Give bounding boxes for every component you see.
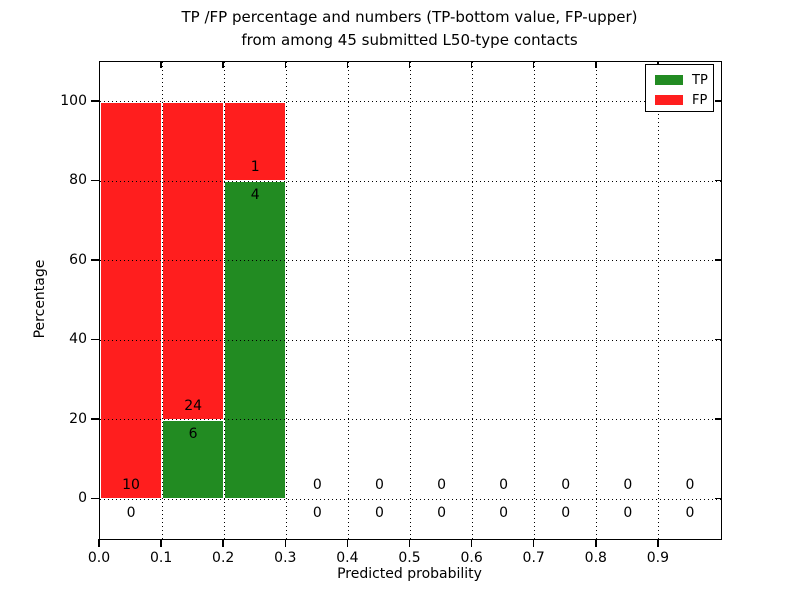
annotation-tp-count-bin4: 0 xyxy=(374,505,384,522)
y-tick-label-40: 40 xyxy=(69,331,87,348)
y-axis-label: Percentage xyxy=(32,259,48,339)
annotation-fp-count-bin3: 0 xyxy=(312,477,322,494)
x-tick-label-0.2: 0.2 xyxy=(212,550,235,566)
x-tick-top-0.6 xyxy=(470,62,473,68)
y-tick-right-100 xyxy=(715,100,721,102)
chart-title: TP /FP percentage and numbers (TP-bottom… xyxy=(99,6,720,52)
y-tick-label-20: 20 xyxy=(69,410,87,427)
gridline-x-0.6 xyxy=(472,62,474,539)
gridline-x-0.9 xyxy=(658,62,660,539)
y-tick-right-40 xyxy=(715,338,721,340)
annotation-fp-count-bin2: 1 xyxy=(250,159,260,176)
gridline-x-0.8 xyxy=(596,62,598,539)
gridline-x-0.5 xyxy=(410,62,411,539)
x-tick-0.5 xyxy=(408,539,411,547)
x-tick-top-0.7 xyxy=(532,62,535,68)
x-tick-label-0.9: 0.9 xyxy=(646,550,670,566)
y-tick-label-0: 0 xyxy=(78,490,87,507)
x-tick-label-0.6: 0.6 xyxy=(460,550,483,566)
x-tick-top-0.2 xyxy=(222,62,224,68)
legend-entry-fp: FP xyxy=(655,91,708,109)
legend-swatch-fp-icon xyxy=(655,95,683,105)
annotation-tp-count-bin7: 0 xyxy=(561,505,571,522)
annotation-tp-count-bin9: 0 xyxy=(685,505,695,522)
x-tick-0.6 xyxy=(470,539,473,547)
x-axis-label: Predicted probability xyxy=(337,566,482,582)
legend-label-tp: TP xyxy=(692,72,708,88)
x-tick-label-0.7: 0.7 xyxy=(522,550,545,566)
annotation-fp-count-bin5: 0 xyxy=(437,477,447,494)
x-tick-label-0.5: 0.5 xyxy=(398,550,421,566)
x-tick-label-0.3: 0.3 xyxy=(274,550,297,566)
x-tick-top-0.1 xyxy=(160,62,162,68)
annotation-tp-count-bin8: 0 xyxy=(623,505,633,522)
annotation-fp-count-bin7: 0 xyxy=(561,477,571,494)
legend-entry-tp: TP xyxy=(655,71,708,89)
annotation-fp-count-bin0: 10 xyxy=(122,477,140,494)
gridline-x-0.3 xyxy=(285,62,287,539)
y-tick-60 xyxy=(91,259,99,261)
y-tick-100 xyxy=(91,100,99,102)
y-tick-right-20 xyxy=(715,418,721,420)
annotation-tp-count-bin5: 0 xyxy=(437,505,447,522)
x-tick-label-0.0: 0.0 xyxy=(87,550,111,566)
annotation-fp-count-bin8: 0 xyxy=(623,477,633,494)
annotation-tp-count-bin3: 0 xyxy=(312,505,322,522)
y-tick-right-0 xyxy=(715,497,721,499)
annotation-tp-count-bin2: 4 xyxy=(250,187,260,204)
annotation-fp-count-bin9: 0 xyxy=(685,477,695,494)
annotation-tp-count-bin0: 0 xyxy=(126,505,136,522)
x-tick-0.3 xyxy=(284,539,287,547)
x-tick-label-0.4: 0.4 xyxy=(336,550,359,566)
x-tick-top-0.3 xyxy=(284,62,287,68)
plot-area: 10 0 24 6 1 4 0 0 0 0 0 0 0 0 0 0 0 0 0 0 xyxy=(99,61,722,540)
legend-label-fp: FP xyxy=(692,92,708,108)
x-tick-top-0.5 xyxy=(408,62,411,68)
y-tick-label-60: 60 xyxy=(69,251,87,268)
x-tick-0.1 xyxy=(160,539,162,547)
x-tick-label-0.1: 0.1 xyxy=(149,550,173,566)
x-tick-0.2 xyxy=(222,539,224,547)
x-tick-top-0.8 xyxy=(595,62,597,68)
x-tick-0.7 xyxy=(532,539,535,547)
x-tick-label-0.8: 0.8 xyxy=(584,550,607,566)
gridline-x-0.2 xyxy=(223,62,225,539)
y-tick-80 xyxy=(91,179,99,181)
x-tick-0.0 xyxy=(98,539,100,547)
gridline-x-0.7 xyxy=(534,62,536,539)
legend-swatch-tp-icon xyxy=(655,75,683,85)
annotation-fp-count-bin6: 0 xyxy=(499,477,509,494)
y-tick-40 xyxy=(91,338,99,340)
legend: TP FP xyxy=(645,64,714,112)
annotation-fp-count-bin4: 0 xyxy=(374,477,384,494)
gridline-x-0.1 xyxy=(161,62,163,539)
y-tick-right-80 xyxy=(715,179,721,181)
y-tick-right-60 xyxy=(715,259,721,261)
gridline-x-0.4 xyxy=(347,62,349,539)
y-tick-label-100: 100 xyxy=(60,92,87,109)
chart-title-line1: TP /FP percentage and numbers (TP-bottom… xyxy=(181,8,638,26)
annotation-tp-count-bin6: 0 xyxy=(499,505,509,522)
x-tick-0.4 xyxy=(346,539,349,547)
x-tick-top-0.4 xyxy=(346,62,349,68)
annotation-tp-count-bin1: 6 xyxy=(188,425,198,442)
chart-title-line2: from among 45 submitted L50-type contact… xyxy=(241,31,578,49)
x-tick-0.9 xyxy=(657,539,659,547)
y-tick-0 xyxy=(91,497,99,499)
x-tick-0.8 xyxy=(595,539,597,547)
y-tick-20 xyxy=(91,418,99,420)
bar-fp-bin0 xyxy=(100,101,163,500)
annotation-fp-count-bin1: 24 xyxy=(184,397,203,414)
y-tick-label-80: 80 xyxy=(69,172,87,189)
